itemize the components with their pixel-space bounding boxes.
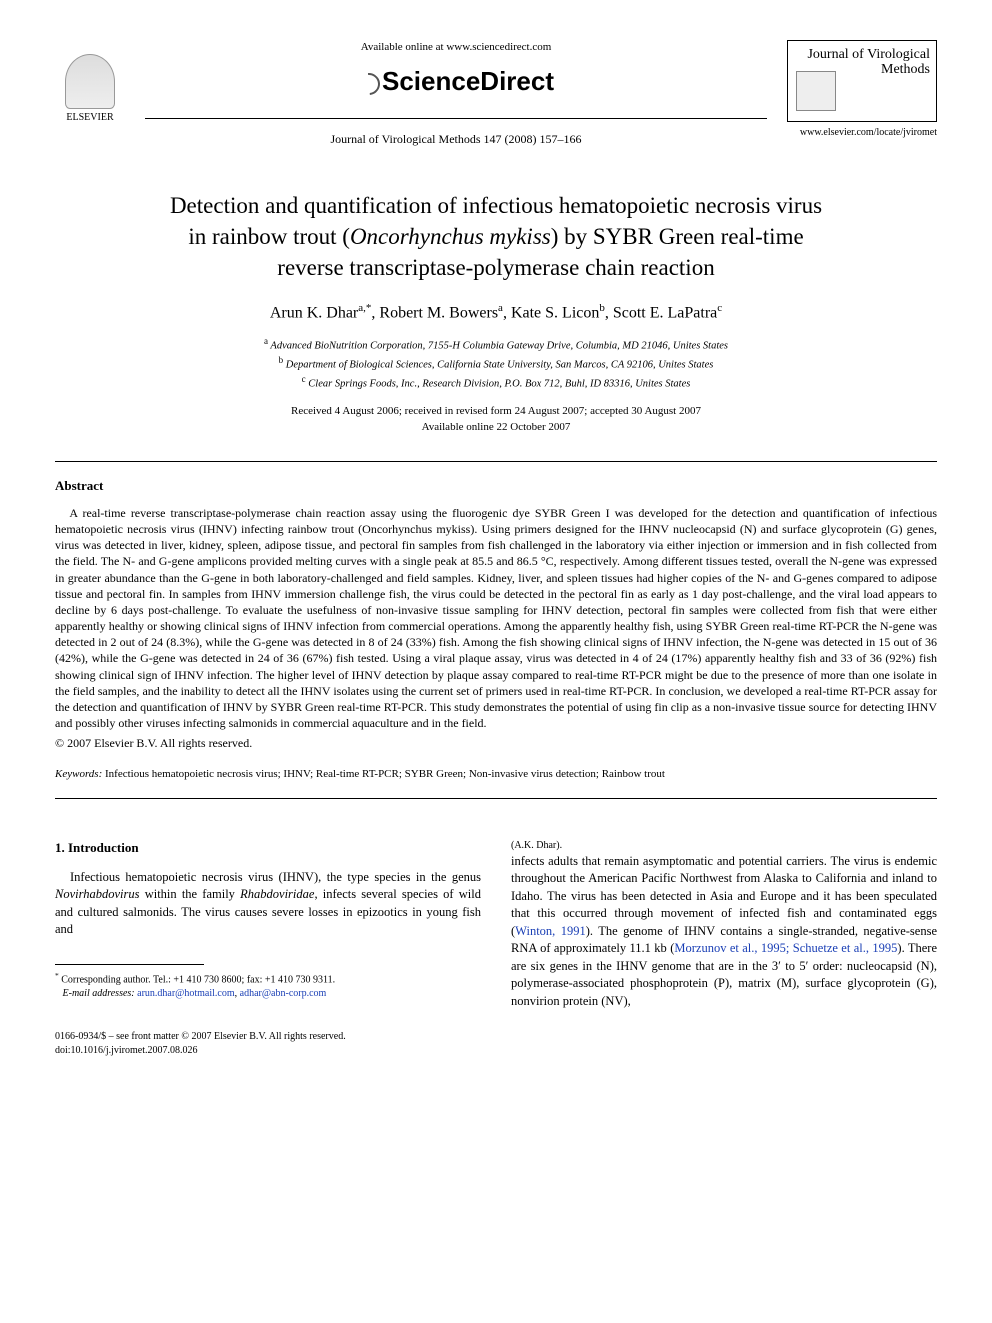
- footnote-author-paren: (A.K. Dhar).: [511, 840, 562, 851]
- keywords-label: Keywords:: [55, 768, 102, 780]
- intro-ref-morzunov[interactable]: Morzunov et al., 1995; Schuetze et al., …: [674, 941, 897, 955]
- journal-box: Journal of Virological Methods: [787, 40, 937, 122]
- abstract-heading: Abstract: [55, 477, 937, 495]
- keywords-values: Infectious hematopoietic necrosis virus;…: [105, 768, 665, 780]
- abstract-top-divider: [55, 461, 937, 462]
- author-3: Kate S. Licon: [511, 304, 599, 321]
- title-line2-pre: in rainbow trout (: [188, 224, 350, 249]
- intro-para-1: Infectious hematopoietic necrosis virus …: [55, 869, 481, 939]
- title-species-italic: Oncorhynchus mykiss: [350, 224, 551, 249]
- author-2-sup: a: [498, 302, 503, 314]
- author-1: Arun K. Dhar: [270, 304, 358, 321]
- sciencedirect-swoosh-icon: [354, 68, 385, 99]
- sciencedirect-logo: ScienceDirect: [145, 63, 767, 99]
- header-row: ELSEVIER Available online at www.science…: [55, 40, 937, 165]
- abstract-text: A real-time reverse transcriptase-polyme…: [55, 505, 937, 732]
- abstract-bottom-divider: [55, 798, 937, 799]
- intro-column-right: infects adults that remain asymptomatic …: [511, 853, 937, 1011]
- footnote-email-label: E-mail addresses:: [63, 988, 135, 999]
- footnote-corresponding: Corresponding author. Tel.: +1 410 730 8…: [61, 974, 335, 985]
- journal-box-wrapper: Journal of Virological Methods www.elsev…: [787, 40, 937, 165]
- footer: 0166-0934/$ – see front matter © 2007 El…: [55, 1030, 937, 1058]
- journal-url: www.elsevier.com/locate/jviromet: [787, 126, 937, 140]
- author-3-sup: b: [599, 302, 605, 314]
- affiliation-c: Clear Springs Foods, Inc., Research Divi…: [308, 379, 690, 390]
- introduction-section: 1. Introduction Infectious hematopoietic…: [55, 839, 937, 1011]
- intro-genus-italic: Novirhabdovirus: [55, 887, 140, 901]
- author-1-sup: a,: [358, 302, 366, 314]
- intro-p1-1: Infectious hematopoietic necrosis virus …: [70, 870, 481, 884]
- dates-received: Received 4 August 2006; received in revi…: [291, 405, 701, 417]
- intro-p1-2: within the family: [140, 887, 241, 901]
- sciencedirect-text: ScienceDirect: [382, 66, 554, 96]
- intro-para-2: infects adults that remain asymptomatic …: [511, 853, 937, 1011]
- author-4: Scott E. LaPatra: [613, 304, 717, 321]
- affiliation-a: Advanced BioNutrition Corporation, 7155-…: [270, 340, 728, 351]
- author-1-star: *: [366, 302, 372, 314]
- header-divider: [145, 118, 767, 119]
- abstract-copyright: © 2007 Elsevier B.V. All rights reserved…: [55, 735, 937, 752]
- intro-heading: 1. Introduction: [55, 839, 481, 857]
- author-2: Robert M. Bowers: [379, 304, 498, 321]
- footnote-email-1[interactable]: arun.dhar@hotmail.com: [137, 988, 235, 999]
- article-dates: Received 4 August 2006; received in revi…: [55, 403, 937, 436]
- article-title: Detection and quantification of infectio…: [85, 190, 907, 283]
- elsevier-logo: ELSEVIER: [55, 40, 125, 125]
- authors-list: Arun K. Dhara,*, Robert M. Bowersa, Kate…: [55, 301, 937, 325]
- journal-box-graphic: [796, 71, 836, 111]
- title-line3: reverse transcriptase-polymerase chain r…: [277, 255, 714, 280]
- title-line1: Detection and quantification of infectio…: [170, 193, 822, 218]
- dates-online: Available online 22 October 2007: [422, 421, 571, 433]
- author-4-sup: c: [717, 302, 722, 314]
- elsevier-tree-graphic: [65, 54, 115, 109]
- keywords: Keywords: Infectious hematopoietic necro…: [55, 767, 937, 782]
- center-header: Available online at www.sciencedirect.co…: [125, 40, 787, 148]
- title-line2-post: ) by SYBR Green real-time: [551, 224, 804, 249]
- footnote-divider: [55, 964, 204, 965]
- intro-ref-winton[interactable]: Winton, 1991: [515, 924, 586, 938]
- affiliations: a Advanced BioNutrition Corporation, 715…: [55, 335, 937, 393]
- elsevier-label: ELSEVIER: [66, 111, 113, 125]
- footer-doi: doi:10.1016/j.jviromet.2007.08.026: [55, 1045, 198, 1056]
- intro-family-italic: Rhabdoviridae: [240, 887, 314, 901]
- journal-reference: Journal of Virological Methods 147 (2008…: [145, 121, 767, 148]
- footnote-email-2[interactable]: adhar@abn-corp.com: [240, 988, 327, 999]
- affiliation-b: Department of Biological Sciences, Calif…: [286, 360, 714, 371]
- available-online-text: Available online at www.sciencedirect.co…: [145, 40, 767, 55]
- footer-front-matter: 0166-0934/$ – see front matter © 2007 El…: [55, 1031, 346, 1042]
